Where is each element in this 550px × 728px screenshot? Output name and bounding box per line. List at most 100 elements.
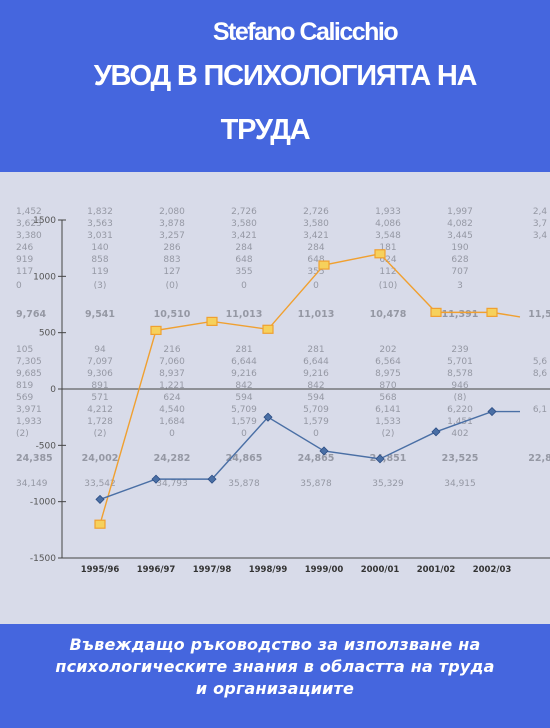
table-cell: 1,579 bbox=[303, 417, 329, 427]
upper-series-point bbox=[262, 324, 274, 334]
table-cell: 4,086 bbox=[375, 219, 401, 229]
table-cell: 6,644 bbox=[303, 357, 329, 367]
lower-series-point bbox=[431, 427, 441, 437]
book-title-line-2: ТРУДА bbox=[220, 114, 311, 146]
table-cell: 3,031 bbox=[87, 231, 113, 241]
table-cell: 24,282 bbox=[154, 453, 191, 464]
table-cell: 628 bbox=[451, 255, 468, 265]
table-cell: 181 bbox=[379, 243, 396, 253]
table-cell: 11,391 bbox=[442, 309, 479, 320]
table-cell: 284 bbox=[307, 243, 324, 253]
table-cell: 7,060 bbox=[159, 357, 185, 367]
table-cell: 1,832 bbox=[87, 207, 113, 217]
table-cell: 5,701 bbox=[447, 357, 473, 367]
y-tick-label: -1000 bbox=[30, 498, 56, 508]
x-tick-label: 1995/96 bbox=[81, 565, 120, 575]
y-tick-label: 1500 bbox=[33, 216, 56, 226]
table-cell: 5,709 bbox=[231, 405, 257, 415]
table-cell: 117 bbox=[16, 267, 33, 277]
table-cell: 11,5 bbox=[528, 309, 550, 320]
table-cell: 1,221 bbox=[159, 381, 185, 391]
table-cell: 946 bbox=[451, 381, 468, 391]
lower-series-point bbox=[95, 494, 105, 504]
upper-series-point bbox=[486, 307, 498, 317]
book-subtitle: Въвеждащо ръководство за използване на п… bbox=[0, 634, 550, 700]
table-cell: 4,212 bbox=[87, 405, 113, 415]
table-cell: 919 bbox=[16, 255, 33, 265]
table-cell: 5,709 bbox=[303, 405, 329, 415]
table-cell: 127 bbox=[163, 267, 180, 277]
table-cell: 1,452 bbox=[16, 207, 42, 217]
subtitle-line-2: психологическите знания в областта на тр… bbox=[55, 657, 495, 676]
table-cell: 9,541 bbox=[85, 309, 115, 320]
table-cell: 883 bbox=[163, 255, 180, 265]
x-tick-label: 2001/02 bbox=[417, 565, 456, 575]
table-cell: 1,451 bbox=[447, 417, 473, 427]
upper-series-point bbox=[430, 307, 442, 317]
table-cell: 8,975 bbox=[375, 369, 401, 379]
table-cell: 8,6 bbox=[533, 369, 548, 379]
table-cell: 202 bbox=[379, 345, 396, 355]
table-cell: 842 bbox=[235, 381, 252, 391]
table-cell: 648 bbox=[307, 255, 324, 265]
table-cell: 140 bbox=[91, 243, 108, 253]
table-cell: 11,013 bbox=[226, 309, 263, 320]
table-cell: (0) bbox=[166, 281, 179, 291]
table-cell: 9,764 bbox=[16, 309, 46, 320]
table-cell: 281 bbox=[235, 345, 252, 355]
table-cell: 0 bbox=[313, 429, 319, 439]
table-cell: 11,013 bbox=[298, 309, 335, 320]
table-cell: 402 bbox=[451, 429, 468, 439]
table-cell: 1,728 bbox=[87, 417, 113, 427]
table-cell: 216 bbox=[163, 345, 180, 355]
table-cell: 281 bbox=[307, 345, 324, 355]
table-cell: 0 bbox=[169, 429, 175, 439]
table-cell: 1,533 bbox=[375, 417, 401, 427]
table-cell: 3,445 bbox=[447, 231, 473, 241]
table-cell: 24,002 bbox=[82, 453, 119, 464]
table-cell: 6,220 bbox=[447, 405, 473, 415]
table-cell: 0 bbox=[313, 281, 319, 291]
table-cell: 24,865 bbox=[226, 453, 263, 464]
table-cell: 9,685 bbox=[16, 369, 42, 379]
table-cell: 3,4 bbox=[533, 231, 548, 241]
table-cell: 5,6 bbox=[533, 357, 548, 367]
book-title-line-1: УВОД В ПСИХОЛОГИЯТА НА bbox=[93, 60, 478, 92]
table-cell: 355 bbox=[235, 267, 252, 277]
table-cell: 246 bbox=[16, 243, 33, 253]
table-cell: 3,563 bbox=[87, 219, 113, 229]
table-cell: 0 bbox=[241, 281, 247, 291]
table-cell: 594 bbox=[307, 393, 324, 403]
table-cell: 94 bbox=[94, 345, 106, 355]
table-cell: 8,578 bbox=[447, 369, 473, 379]
y-tick-label: 0 bbox=[50, 385, 56, 395]
table-cell: 24,851 bbox=[370, 453, 407, 464]
table-cell: 10,510 bbox=[154, 309, 191, 320]
table-cell: 2,080 bbox=[159, 207, 185, 217]
table-cell: 284 bbox=[235, 243, 252, 253]
table-cell: 119 bbox=[91, 267, 108, 277]
upper-series-point bbox=[206, 316, 218, 326]
table-cell: 112 bbox=[379, 267, 396, 277]
table-cell: 6,1 bbox=[533, 405, 547, 415]
table-cell: (3) bbox=[94, 281, 107, 291]
y-tick-label: 1000 bbox=[33, 272, 56, 282]
table-cell: 3,878 bbox=[159, 219, 185, 229]
top-title-band bbox=[0, 0, 550, 172]
author-name: Stefano Calicchio bbox=[212, 18, 399, 46]
lower-series-point bbox=[487, 406, 497, 417]
table-cell: 569 bbox=[16, 393, 33, 403]
table-cell: 7,097 bbox=[87, 357, 113, 367]
table-cell: 0 bbox=[16, 281, 22, 291]
x-tick-label: 1996/97 bbox=[137, 565, 176, 575]
table-cell: 34,793 bbox=[156, 479, 188, 489]
table-cell: 8,937 bbox=[159, 369, 185, 379]
table-cell: 568 bbox=[379, 393, 396, 403]
table-cell: 3,580 bbox=[231, 219, 257, 229]
table-cell: 2,4 bbox=[533, 207, 548, 217]
table-cell: 9,306 bbox=[87, 369, 113, 379]
lower-series-point bbox=[319, 446, 329, 456]
x-tick-label: 2002/03 bbox=[473, 565, 512, 575]
table-cell: 1,933 bbox=[375, 207, 401, 217]
bottom-subtitle-band bbox=[0, 624, 550, 728]
